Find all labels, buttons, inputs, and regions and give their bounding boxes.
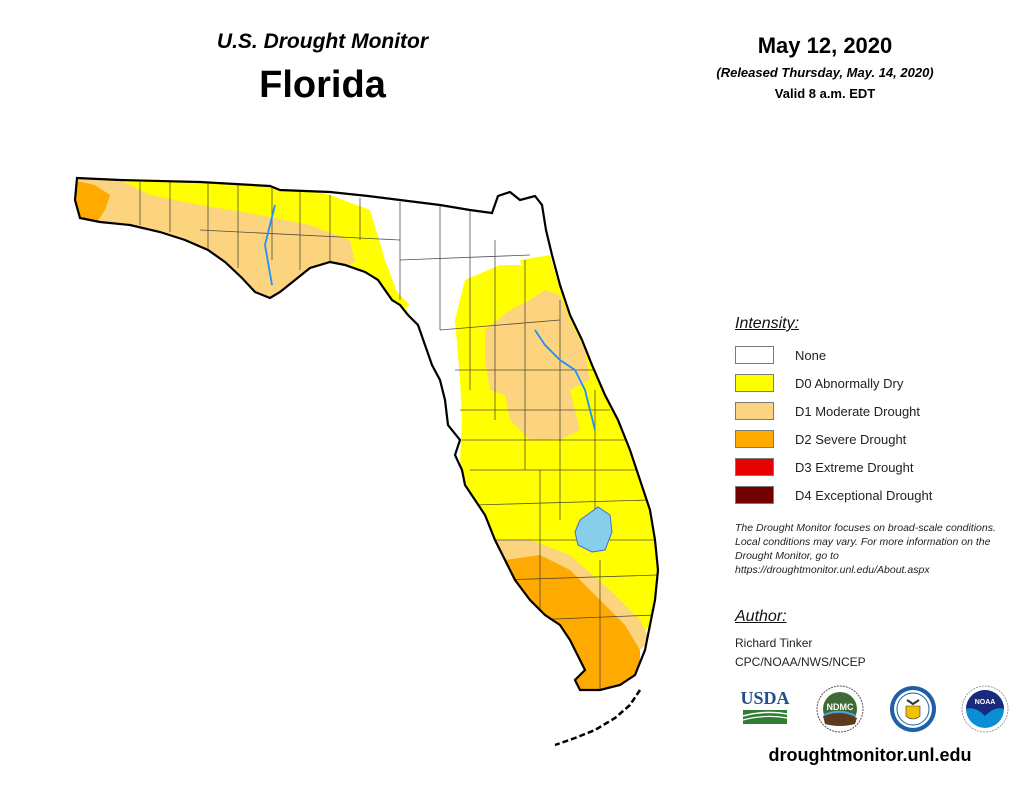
partner-logos: USDA NDMC NOAA	[740, 684, 1009, 734]
legend-item-d3: D3 Extreme Drought	[735, 453, 995, 481]
svg-text:NDMC: NDMC	[827, 702, 854, 712]
usda-logo: USDA	[740, 688, 790, 724]
legend-item-none: None	[735, 341, 995, 369]
author-title: Author:	[735, 608, 787, 625]
lake-okeechobee	[574, 506, 613, 553]
ndmc-logo: NDMC	[816, 685, 864, 733]
svg-text:NOAA: NOAA	[975, 699, 996, 706]
legend-title: Intensity:	[735, 315, 800, 332]
release-date: (Released Thursday, May. 14, 2020)	[716, 65, 934, 80]
legend-label: D4 Exceptional Drought	[795, 487, 933, 503]
d1-ne-coast	[530, 295, 580, 350]
valid-time: Valid 8 a.m. EDT	[774, 86, 876, 101]
author-name: Richard Tinker	[735, 636, 813, 650]
legend-swatch	[735, 402, 774, 420]
legend-item-d2: D2 Severe Drought	[735, 425, 995, 453]
florida-keys	[554, 689, 642, 747]
website-link[interactable]: droughtmonitor.unl.edu	[768, 745, 972, 765]
intensity-legend: Intensity: None D0 Abnormally Dry D1 Mod…	[735, 315, 995, 509]
legend-swatch	[735, 346, 774, 364]
legend-swatch	[735, 458, 774, 476]
map-subtitle: U.S. Drought Monitor	[216, 30, 429, 53]
d1-panhandle	[75, 178, 355, 300]
legend-swatch	[735, 486, 774, 504]
florida-outline	[73, 176, 660, 692]
d2-southwest	[505, 555, 640, 690]
legend-label: D2 Severe Drought	[795, 431, 907, 447]
legend-item-d1: D1 Moderate Drought	[735, 397, 995, 425]
map-title: Florida	[259, 64, 386, 106]
d0-bigbend	[350, 230, 410, 310]
legend-label: D0 Abnormally Dry	[795, 375, 904, 391]
apalachicola-river	[264, 204, 276, 286]
legend-item-d0: D0 Abnormally Dry	[735, 369, 995, 397]
florida-drought-map	[60, 160, 720, 760]
svg-text:USDA: USDA	[740, 688, 789, 708]
author-org: CPC/NOAA/NWS/NCEP	[735, 655, 866, 669]
disclaimer-note: The Drought Monitor focuses on broad-sca…	[735, 522, 996, 576]
legend-label: None	[795, 347, 827, 363]
legend-swatch	[735, 374, 774, 392]
map-date: May 12, 2020	[757, 33, 893, 58]
commerce-seal-logo	[890, 686, 936, 732]
legend-swatch	[735, 430, 774, 448]
st-johns-river	[534, 329, 596, 431]
legend-label: D3 Extreme Drought	[795, 459, 914, 475]
legend-label: D1 Moderate Drought	[795, 403, 921, 419]
legend-item-d4: D4 Exceptional Drought	[735, 481, 995, 509]
noaa-logo: NOAA	[961, 685, 1009, 733]
